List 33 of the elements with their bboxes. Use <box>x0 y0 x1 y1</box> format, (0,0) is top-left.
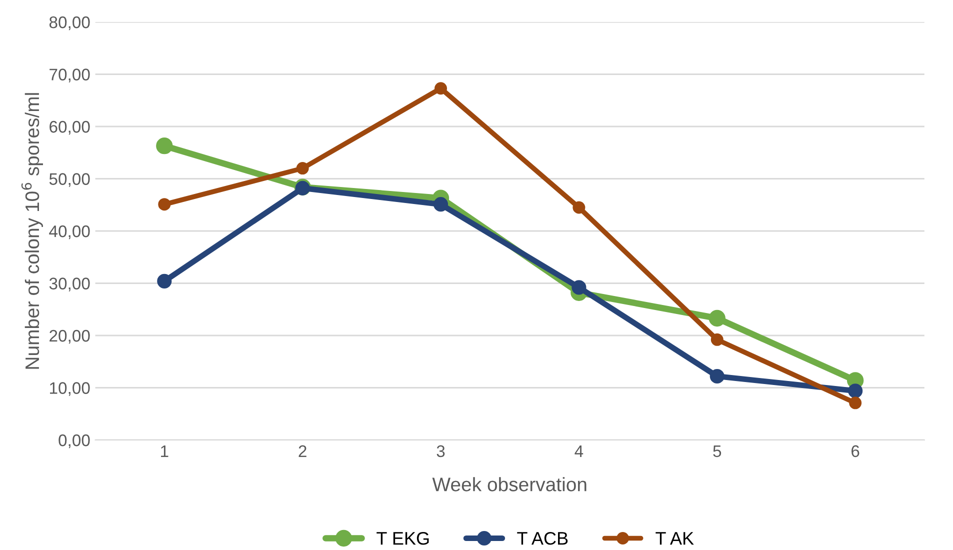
point <box>434 82 448 95</box>
legend-label: T AK <box>656 532 694 545</box>
point <box>849 396 862 410</box>
point <box>710 368 724 384</box>
point <box>572 280 586 295</box>
y-tick-label: 70,00 <box>50 68 90 82</box>
y-tick-label: 0,00 <box>58 434 90 448</box>
point <box>848 384 863 398</box>
x-tick-label: 3 <box>436 445 445 458</box>
point <box>710 333 724 346</box>
point <box>157 274 172 288</box>
y-tick-label: 30,00 <box>49 278 90 292</box>
y-tick-label: 50,00 <box>49 173 90 187</box>
point <box>156 138 173 154</box>
y-tick-label: 40,00 <box>49 225 90 240</box>
x-tick-label: 2 <box>298 445 306 457</box>
x-tick-label: 1 <box>161 445 168 457</box>
y-tick-label: 20,00 <box>50 330 90 344</box>
x-axis-title: Week observation <box>432 477 586 492</box>
point <box>708 310 726 327</box>
point <box>572 201 586 214</box>
y-tick-label: 10,00 <box>50 382 90 396</box>
point <box>433 197 448 212</box>
legend-label: T ACB <box>517 532 568 545</box>
point <box>296 162 309 175</box>
legend-label: T EKG <box>376 532 429 545</box>
point <box>158 198 171 211</box>
x-tick-label: 6 <box>852 445 860 458</box>
y-tick-label: 60,00 <box>50 120 90 135</box>
y-tick-label: 80,00 <box>49 16 90 30</box>
y-axis-title: Number of colony 10$^{6}$ spores/ml <box>21 93 43 369</box>
x-tick-label: 4 <box>574 445 584 457</box>
x-tick-label: 5 <box>713 445 722 458</box>
